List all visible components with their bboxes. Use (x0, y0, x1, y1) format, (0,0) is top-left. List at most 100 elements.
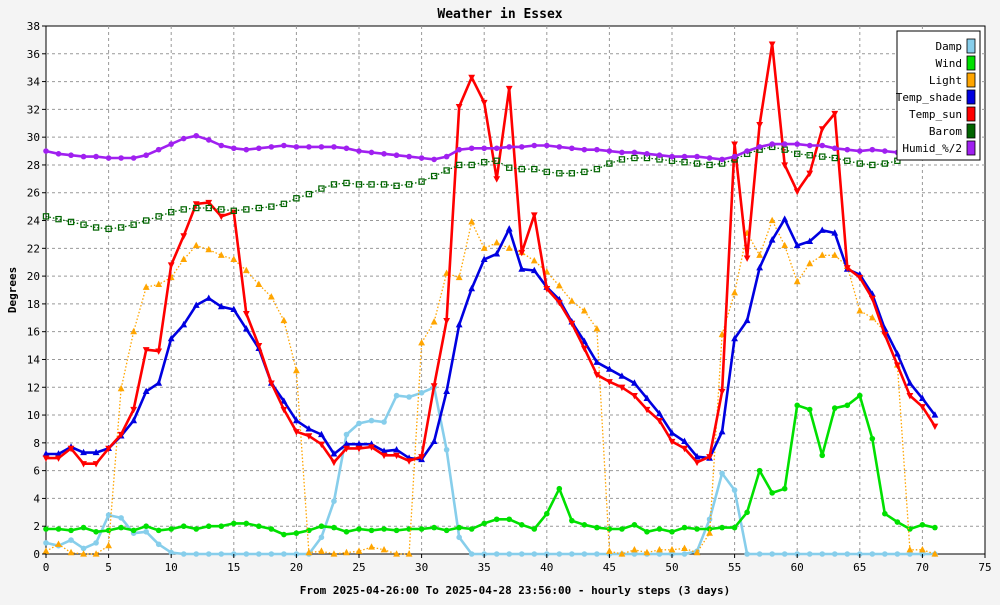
data-point-wind (581, 522, 588, 528)
data-point-light (530, 257, 538, 264)
data-point-temp-shade (293, 416, 300, 424)
data-point-temp-sun (543, 286, 551, 293)
data-point-wind (243, 520, 250, 527)
data-point-temp-sun (643, 406, 651, 414)
data-point-light (919, 546, 926, 553)
data-point-temp-shade (480, 255, 488, 263)
data-point-barom (280, 200, 288, 208)
data-point-damp (756, 551, 763, 557)
data-point-wind (443, 527, 450, 534)
data-point-humid-2 (406, 153, 412, 160)
data-point-temp-sun (67, 445, 75, 453)
data-point-barom (819, 153, 826, 160)
data-point-humid-2 (794, 141, 800, 147)
data-point-temp-sun (380, 452, 388, 460)
data-point-damp (819, 551, 826, 557)
y-tick-label: 38 (27, 20, 40, 33)
data-point-humid-2 (556, 144, 563, 150)
data-point-barom (455, 161, 463, 169)
data-point-wind (93, 528, 99, 535)
data-point-light (868, 313, 876, 321)
data-point-barom (844, 157, 851, 164)
data-point-humid-2 (531, 142, 538, 149)
data-point-light (618, 550, 626, 557)
data-point-wind (281, 531, 287, 538)
data-point-barom (355, 181, 363, 188)
data-point-barom (193, 204, 200, 212)
data-point-temp-sun (418, 454, 425, 461)
y-tick-label: 20 (27, 270, 40, 283)
data-point-barom (606, 160, 613, 167)
data-point-barom (806, 152, 813, 159)
data-point-wind (656, 526, 663, 532)
data-point-temp-shade (806, 237, 814, 244)
data-point-temp-sun (293, 429, 300, 436)
data-point-light (55, 540, 62, 547)
data-point-wind (55, 526, 62, 532)
x-tick-label: 10 (165, 561, 178, 574)
series-layer (42, 41, 939, 557)
data-point-humid-2 (706, 155, 713, 161)
data-point-damp (93, 540, 99, 546)
data-point-wind (606, 526, 613, 532)
data-point-humid-2 (68, 152, 74, 159)
data-point-barom (130, 221, 137, 228)
data-point-damp (844, 551, 851, 557)
data-point-temp-shade (230, 305, 238, 313)
data-point-barom (105, 225, 112, 233)
data-point-humid-2 (506, 144, 513, 150)
y-tick-label: 4 (33, 492, 40, 505)
data-point-temp-sun (793, 188, 801, 196)
data-point-light (142, 283, 150, 290)
data-point-barom (793, 150, 801, 158)
data-point-light (155, 280, 163, 288)
data-point-temp-sun (430, 383, 438, 390)
data-point-damp (205, 551, 212, 557)
data-point-barom (380, 181, 388, 188)
y-tick-label: 18 (27, 298, 40, 311)
x-tick-label: 60 (791, 561, 804, 574)
data-point-damp (331, 498, 337, 505)
data-point-light (117, 384, 125, 392)
data-point-damp (281, 551, 287, 557)
data-point-damp (443, 446, 450, 453)
data-point-barom (831, 154, 838, 162)
data-point-humid-2 (656, 152, 663, 159)
x-tick-label: 5 (105, 561, 112, 574)
data-point-damp (506, 551, 513, 557)
y-tick-label: 8 (33, 437, 40, 450)
data-point-humid-2 (581, 146, 588, 153)
data-point-humid-2 (493, 145, 500, 152)
data-point-temp-sun (180, 233, 188, 240)
data-point-wind (844, 402, 851, 409)
data-point-damp (381, 419, 387, 425)
data-point-wind (919, 522, 926, 528)
data-point-barom (481, 158, 488, 166)
data-point-light (380, 546, 388, 553)
data-point-temp-shade (893, 350, 901, 357)
data-point-damp (744, 551, 750, 557)
legend-label-barom: Barom (929, 125, 962, 138)
data-point-temp-sun (205, 199, 213, 207)
data-point-temp-shade (42, 450, 50, 457)
data-point-humid-2 (381, 151, 387, 157)
data-point-temp-sun (518, 249, 526, 257)
data-point-damp (907, 551, 913, 557)
data-point-humid-2 (806, 142, 813, 149)
data-point-wind (381, 526, 387, 532)
data-point-humid-2 (293, 144, 300, 150)
data-point-wind (343, 528, 350, 535)
data-point-humid-2 (756, 144, 763, 150)
data-point-damp (656, 551, 663, 557)
series-temp-shade (42, 215, 939, 463)
data-point-light (756, 251, 764, 258)
data-point-temp-shade (919, 394, 926, 401)
data-point-temp-sun (318, 441, 325, 449)
data-point-light (318, 547, 325, 554)
plot-area (45, 25, 986, 555)
data-point-barom (781, 146, 788, 153)
data-point-humid-2 (631, 149, 638, 156)
data-point-temp-shade (530, 266, 538, 274)
data-point-temp-shade (80, 448, 87, 456)
